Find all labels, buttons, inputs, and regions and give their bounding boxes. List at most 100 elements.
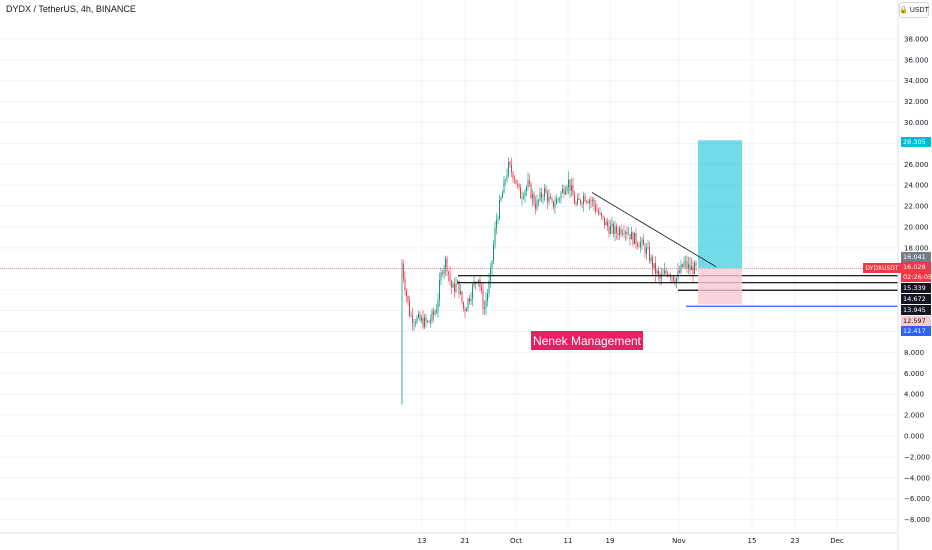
candle-body (533, 194, 535, 204)
candle-body (604, 217, 605, 226)
candle-body (598, 211, 599, 214)
candle-body (524, 191, 526, 197)
candle-body (650, 257, 652, 262)
candle-body (619, 228, 620, 236)
annotation-label[interactable]: Nenek Management (531, 331, 643, 350)
time-tick-label: 21 (461, 537, 470, 545)
candle-body (620, 228, 622, 235)
candle-body (448, 271, 449, 274)
candle-body (581, 203, 583, 205)
candle-body (445, 258, 446, 269)
candle-body (412, 315, 413, 323)
candle-body (457, 280, 458, 285)
candle-body (614, 226, 616, 234)
candle-body (506, 174, 508, 180)
candle-body (596, 210, 598, 212)
candle-body (553, 201, 554, 208)
candle-body (661, 274, 662, 279)
candle-body (665, 270, 667, 274)
price-tag: 14.672 (901, 294, 931, 304)
candle-body (578, 198, 580, 200)
candle-body (523, 196, 524, 198)
price-tick-label: 18.000 (904, 244, 929, 252)
candle-body (544, 188, 545, 198)
candle-body (587, 201, 589, 204)
candle-body (629, 234, 631, 240)
candle-body (563, 188, 565, 195)
candle-body (613, 223, 614, 234)
price-tag: 12.597 (901, 316, 931, 326)
candle-body (470, 298, 472, 302)
candle-body (647, 247, 649, 248)
candle-body (484, 308, 485, 310)
candle-body (566, 187, 568, 192)
candle-body (610, 226, 611, 234)
candle-body (551, 198, 553, 202)
price-tick-label: 0.000 (904, 433, 924, 441)
candle-body (496, 220, 497, 229)
currency-button[interactable]: 🔒 USDT (899, 2, 929, 18)
candle-body (683, 261, 685, 267)
candle-body (532, 194, 533, 199)
price-tick-label: 24.000 (904, 182, 929, 190)
candle-body (574, 195, 575, 204)
candle-body (490, 268, 491, 281)
candle-body (689, 264, 691, 271)
candle-body (485, 300, 487, 309)
symbol-title[interactable]: DYDX / TetherUS, 4h, BINANCE (6, 4, 136, 14)
candle-body (469, 298, 470, 302)
price-tick-label: 26.000 (904, 161, 929, 169)
time-tick-label: Dec (830, 537, 844, 545)
candle-body (674, 280, 676, 284)
candle-body (478, 279, 479, 282)
candle-body (586, 201, 587, 203)
candle-body (452, 283, 454, 288)
candle-body (512, 172, 514, 179)
candle-body (592, 199, 593, 201)
time-tick-label: 19 (606, 537, 615, 545)
candle-body (410, 315, 412, 317)
price-tick-label: 32.000 (904, 98, 929, 106)
candle-body (418, 314, 419, 318)
candle-body (419, 314, 421, 321)
candle-body (562, 188, 563, 193)
candle-body (559, 198, 560, 200)
candle-body (686, 261, 688, 269)
time-tick-label: 23 (791, 537, 800, 545)
candle-body (494, 228, 496, 246)
candle-body (637, 243, 638, 246)
candle-body (434, 312, 436, 315)
candle-body (451, 280, 452, 288)
candle-body (463, 301, 464, 309)
chart-drawings (0, 140, 898, 307)
candle-body (572, 185, 574, 196)
candle-body (632, 232, 634, 245)
price-tick-label: 22.000 (904, 203, 929, 211)
candle-body (508, 161, 509, 175)
candle-body (406, 290, 407, 296)
candle-body (403, 263, 404, 279)
candlestick-series (401, 156, 697, 405)
candle-body (692, 266, 694, 274)
candle-body (649, 247, 650, 262)
candle-body (658, 270, 659, 275)
candle-body (542, 197, 544, 198)
candle-body (685, 261, 686, 262)
candle-body (436, 310, 437, 313)
candle-body (430, 320, 431, 323)
candle-body (424, 317, 425, 328)
candle-body (547, 192, 548, 202)
candle-body (505, 179, 506, 181)
candle-body (548, 197, 550, 202)
symbol-tag: DYDXUSDT (863, 263, 901, 273)
candle-body (500, 197, 502, 201)
price-tick-label: 4.000 (904, 391, 924, 399)
candle-body (641, 239, 643, 243)
candle-body (568, 179, 569, 188)
candle-body (608, 226, 610, 234)
candle-body (602, 215, 604, 218)
price-tick-label: −2.000 (904, 453, 930, 461)
candle-body (427, 321, 428, 322)
candle-body (440, 272, 442, 281)
